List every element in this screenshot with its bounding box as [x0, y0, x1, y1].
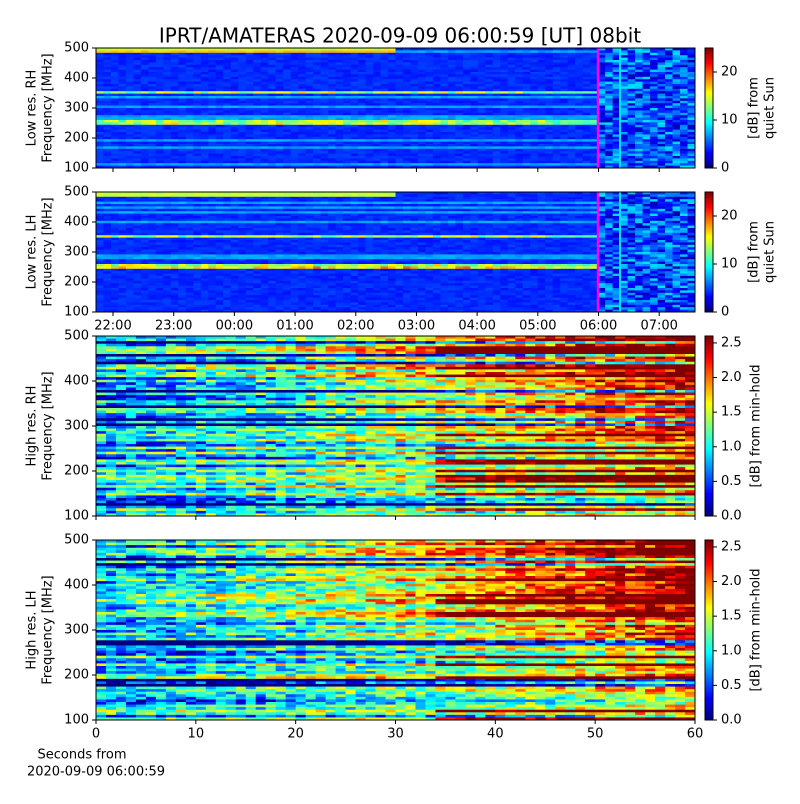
colorbar-label: quiet Sun [763, 77, 778, 139]
y-tick-label: 300 [64, 101, 89, 116]
y-tick-label: 500 [64, 41, 89, 56]
y-tick-label: 400 [64, 71, 89, 86]
colorbar-label: [dB] from [747, 77, 762, 139]
x-axis-label: Seconds from [37, 748, 126, 763]
colorbar-tick-label: 10 [721, 113, 738, 128]
panel [96, 48, 696, 169]
y-tick-label: 200 [64, 131, 89, 146]
panel [96, 192, 696, 313]
y-tick-label: 100 [64, 161, 89, 176]
y-axis-label: Low res. RH [25, 70, 40, 147]
figure-title: IPRT/AMATERAS 2020-09-09 06:00:59 [UT] 0… [159, 24, 641, 48]
x-axis-label: 2020-09-09 06:00:59 [27, 765, 165, 780]
colorbar-tick-label: 20 [721, 65, 738, 80]
colorbar [705, 48, 713, 168]
y-axis-label: Frequency [MHz] [41, 53, 56, 162]
colorbar-tick-label: 0 [721, 161, 729, 176]
